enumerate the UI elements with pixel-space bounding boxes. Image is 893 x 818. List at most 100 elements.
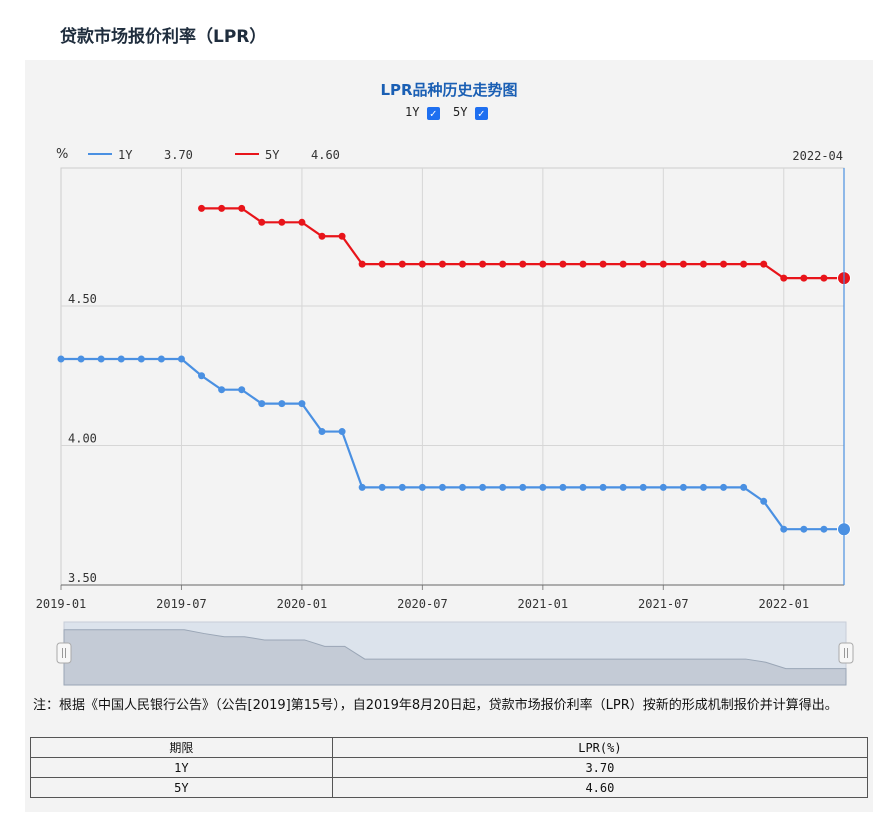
- data-point: [499, 260, 507, 268]
- data-point: [218, 386, 226, 394]
- data-point: [358, 483, 366, 491]
- data-point: [820, 525, 828, 533]
- data-point: [619, 483, 627, 491]
- toggle-1y-label: 1Y: [405, 105, 420, 119]
- data-point: [438, 260, 446, 268]
- data-point: [539, 483, 547, 491]
- data-point: [780, 274, 788, 282]
- data-point: [479, 483, 487, 491]
- y-unit-label: %: [56, 147, 68, 162]
- data-point: [318, 428, 326, 436]
- data-point: [639, 260, 647, 268]
- y-tick-label: 4.00: [68, 432, 97, 446]
- data-point: [740, 483, 748, 491]
- x-tick-label: 2020-07: [397, 597, 448, 611]
- checkbox-1y[interactable]: ✓: [426, 107, 440, 120]
- data-point: [579, 483, 587, 491]
- data-point: [699, 483, 707, 491]
- data-point: [800, 525, 808, 533]
- legend: 1Y 3.70 5Y 4.60: [88, 148, 340, 162]
- legend-label-1y: 1Y: [118, 148, 133, 162]
- chart-title: LPR品种历史走势图: [380, 81, 517, 99]
- data-point: [418, 260, 426, 268]
- data-point: [679, 483, 687, 491]
- toggle-5y[interactable]: 5Y ✓: [453, 105, 488, 120]
- data-point: [720, 483, 728, 491]
- data-point: [559, 260, 567, 268]
- table-header-row: 期限 LPR(%): [30, 737, 869, 758]
- data-point: [459, 260, 467, 268]
- data-point: [338, 232, 346, 240]
- x-tick-label: 2021-01: [518, 597, 569, 611]
- table-row: 5Y 4.60: [30, 777, 869, 798]
- toggle-5y-label: 5Y: [453, 105, 468, 119]
- footnote: 注：根据《中国人民银行公告》（公告[2019]第15号），自2019年8月20日…: [33, 698, 838, 713]
- data-point: [639, 483, 647, 491]
- legend-value-1y: 3.70: [164, 148, 193, 162]
- data-point: [760, 497, 768, 505]
- x-tick-label: 2019-01: [36, 597, 87, 611]
- data-point: [519, 483, 527, 491]
- page-title: 贷款市场报价利率（LPR）: [60, 27, 267, 47]
- data-point: [358, 260, 366, 268]
- data-point: [378, 483, 386, 491]
- data-point: [238, 204, 246, 212]
- data-point: [599, 483, 607, 491]
- cursor-date-label: 2022-04: [792, 149, 843, 163]
- data-point: [519, 260, 527, 268]
- data-point: [198, 372, 206, 380]
- data-point: [398, 260, 406, 268]
- data-point: [740, 260, 748, 268]
- table-cell-rate: 3.70: [331, 757, 869, 778]
- data-point: [438, 483, 446, 491]
- range-navigator[interactable]: [56, 621, 854, 686]
- navigator-handle-left[interactable]: [56, 642, 72, 664]
- plot-area: 2019-01 2019-07 2020-01 2020-07 2021-01 2021-…: [36, 167, 851, 611]
- data-point: [157, 355, 165, 363]
- data-point: [278, 218, 286, 226]
- toggle-1y[interactable]: 1Y ✓: [405, 105, 440, 120]
- data-point: [579, 260, 587, 268]
- lpr-table: 期限 LPR(%) 1Y 3.70 5Y 4.60: [30, 737, 869, 798]
- x-tick-label: 2021-07: [638, 597, 689, 611]
- data-point: [97, 355, 105, 363]
- data-point: [780, 525, 788, 533]
- x-tick-label: 2019-07: [156, 597, 207, 611]
- data-point: [720, 260, 728, 268]
- x-tick-label: 2020-01: [277, 597, 328, 611]
- data-point: [378, 260, 386, 268]
- data-point: [198, 204, 206, 212]
- data-point: [218, 204, 226, 212]
- data-point: [418, 483, 426, 491]
- legend-value-5y: 4.60: [311, 148, 340, 162]
- data-point: [258, 218, 266, 226]
- data-point: [338, 428, 346, 436]
- data-point: [599, 260, 607, 268]
- data-point: [177, 355, 185, 363]
- y-tick-label: 3.50: [68, 571, 97, 585]
- data-point: [278, 400, 286, 408]
- legend-label-5y: 5Y: [265, 148, 280, 162]
- navigator-handle-right[interactable]: [838, 642, 854, 664]
- data-point: [539, 260, 547, 268]
- data-point: [298, 218, 306, 226]
- table-header-rate: LPR(%): [331, 737, 869, 758]
- x-tick-label: 2022-01: [758, 597, 809, 611]
- data-point: [659, 260, 667, 268]
- checkbox-5y[interactable]: ✓: [474, 107, 488, 120]
- data-point: [238, 386, 246, 394]
- data-point: [459, 483, 467, 491]
- series-line-1y: [61, 357, 844, 531]
- data-point: [559, 483, 567, 491]
- data-point: [258, 400, 266, 408]
- data-point: [77, 355, 85, 363]
- data-point: [699, 260, 707, 268]
- table-cell-rate: 4.60: [331, 777, 869, 798]
- plot-background: [60, 167, 845, 586]
- table-header-term: 期限: [30, 737, 333, 758]
- data-point: [659, 483, 667, 491]
- table-cell-term: 1Y: [30, 757, 333, 778]
- data-point: [679, 260, 687, 268]
- data-point: [398, 483, 406, 491]
